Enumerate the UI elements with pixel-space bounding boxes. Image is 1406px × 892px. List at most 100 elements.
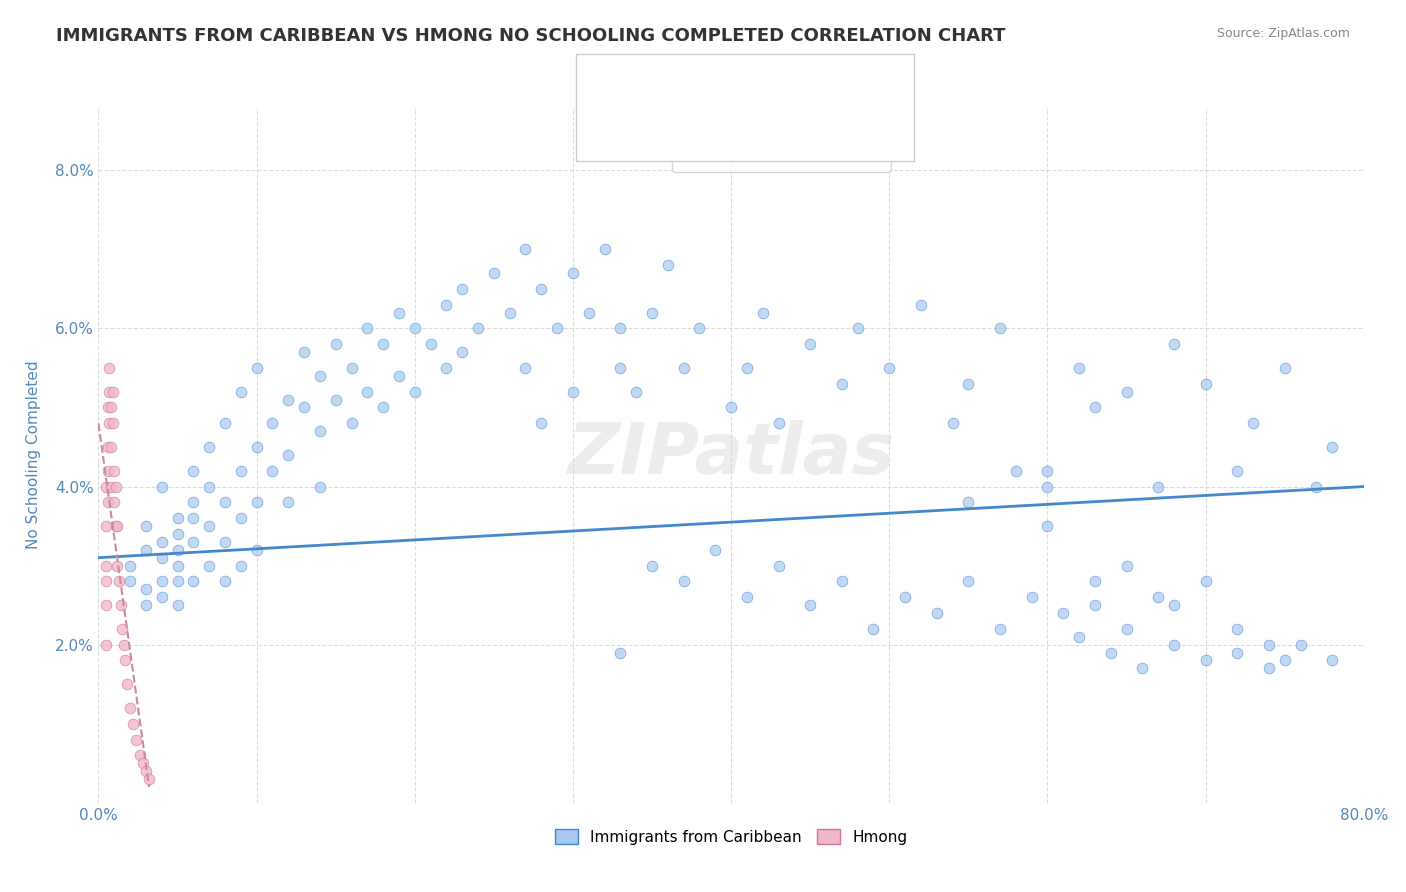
Point <box>198 519 221 533</box>
Point <box>1084 574 1107 589</box>
Point <box>1115 558 1137 573</box>
Point <box>97 440 120 454</box>
Point <box>735 591 758 605</box>
Point <box>1163 337 1185 351</box>
Point <box>799 337 821 351</box>
Point <box>704 542 727 557</box>
Point <box>578 305 600 319</box>
Point <box>751 305 773 319</box>
Point <box>1226 646 1249 660</box>
Point <box>246 440 269 454</box>
Point <box>183 511 205 525</box>
Point <box>98 360 121 375</box>
Point <box>530 282 553 296</box>
Point <box>104 479 127 493</box>
Point <box>831 376 853 391</box>
Point <box>100 440 122 454</box>
Point <box>135 582 157 597</box>
Point <box>942 417 965 431</box>
Point <box>125 732 148 747</box>
Point <box>957 574 980 589</box>
Point <box>1257 661 1279 675</box>
Point <box>1036 479 1059 493</box>
Point <box>404 321 426 335</box>
Point <box>166 598 188 612</box>
Point <box>436 298 458 312</box>
Point <box>120 701 141 715</box>
Point <box>593 243 616 257</box>
Point <box>262 417 284 431</box>
Point <box>96 638 118 652</box>
Text: ZIPatlas: ZIPatlas <box>568 420 894 490</box>
Point <box>100 401 122 415</box>
Point <box>214 417 236 431</box>
Point <box>1021 591 1043 605</box>
Point <box>198 440 221 454</box>
Point <box>183 534 205 549</box>
Point <box>1084 401 1107 415</box>
Point <box>1099 646 1122 660</box>
Point <box>1194 653 1216 667</box>
Point <box>198 479 221 493</box>
Point <box>96 574 118 589</box>
Point <box>672 360 695 375</box>
Point <box>1226 464 1249 478</box>
Point <box>1274 653 1296 667</box>
Point <box>910 298 932 312</box>
Point <box>877 360 900 375</box>
Point <box>96 598 118 612</box>
Point <box>108 574 131 589</box>
Point <box>609 646 631 660</box>
Point <box>735 360 758 375</box>
Point <box>419 337 441 351</box>
Point <box>111 622 134 636</box>
Point <box>128 748 150 763</box>
Point <box>103 464 125 478</box>
Point <box>436 360 458 375</box>
Point <box>325 337 347 351</box>
Point <box>1322 440 1344 454</box>
Point <box>672 574 695 589</box>
Point <box>356 384 378 399</box>
Point <box>229 384 252 399</box>
Point <box>862 622 884 636</box>
Point <box>98 384 121 399</box>
Point <box>894 591 917 605</box>
Point <box>340 417 363 431</box>
Point <box>1194 376 1216 391</box>
Point <box>1147 479 1170 493</box>
Point <box>1322 653 1344 667</box>
Point <box>1289 638 1312 652</box>
Point <box>1163 598 1185 612</box>
Point <box>183 574 205 589</box>
Point <box>135 764 157 779</box>
Point <box>166 558 188 573</box>
Point <box>482 266 505 280</box>
Point <box>1130 661 1153 675</box>
Point <box>150 574 173 589</box>
Point <box>957 495 980 509</box>
Point <box>262 464 284 478</box>
Point <box>107 519 129 533</box>
Point <box>641 305 664 319</box>
Point <box>1194 574 1216 589</box>
Point <box>246 360 269 375</box>
Point <box>132 756 155 771</box>
Point <box>246 495 269 509</box>
Point <box>831 574 853 589</box>
Point <box>112 638 135 652</box>
Point <box>356 321 378 335</box>
Point <box>1115 622 1137 636</box>
Point <box>107 558 129 573</box>
Point <box>1274 360 1296 375</box>
Point <box>371 401 394 415</box>
Point <box>98 417 121 431</box>
Legend: R =  0.167   N = 146, R = -0.209   N =  37: R = 0.167 N = 146, R = -0.209 N = 37 <box>672 108 891 172</box>
Point <box>688 321 710 335</box>
Point <box>1036 519 1059 533</box>
Point <box>467 321 489 335</box>
Point <box>183 464 205 478</box>
Point <box>1115 384 1137 399</box>
Point <box>720 401 742 415</box>
Point <box>101 417 124 431</box>
